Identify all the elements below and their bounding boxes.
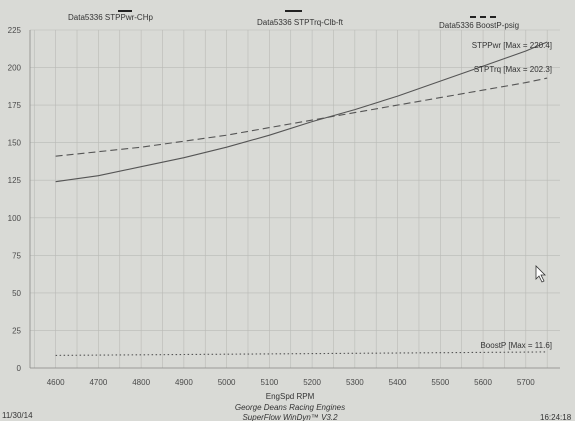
series-line-stptrq bbox=[55, 77, 548, 157]
chart-grid bbox=[29, 29, 560, 369]
x-tick-label: 5600 bbox=[474, 378, 492, 387]
chart-series bbox=[55, 41, 548, 356]
x-tick-label: 5200 bbox=[303, 378, 321, 387]
x-axis-title: EngSpd RPM bbox=[266, 392, 315, 401]
footer-time: 16:24:18 bbox=[540, 413, 572, 421]
y-tick-label: 150 bbox=[8, 139, 22, 148]
x-tick-label: 5500 bbox=[431, 378, 449, 387]
x-tick-label: 5400 bbox=[389, 378, 407, 387]
legend-item-power: Data5336 STPPwr-CHp bbox=[68, 13, 153, 22]
x-tick-label: 4900 bbox=[175, 378, 193, 387]
y-tick-label: 125 bbox=[8, 176, 22, 185]
tick-labels: 0 25 50 75 100 125 150 175 200 225 4600 4700 4800 490… bbox=[8, 26, 536, 387]
x-tick-label: 4600 bbox=[47, 378, 65, 387]
series-line-stppwr bbox=[55, 41, 548, 183]
y-tick-label: 75 bbox=[12, 251, 21, 260]
y-tick-label: 175 bbox=[8, 101, 22, 110]
series-line-boostp bbox=[55, 351, 548, 356]
y-tick-label: 25 bbox=[12, 326, 21, 335]
x-tick-label: 5000 bbox=[218, 378, 236, 387]
y-tick-label: 100 bbox=[8, 214, 22, 223]
x-tick-label: 4700 bbox=[89, 378, 107, 387]
x-tick-label: 5300 bbox=[346, 378, 364, 387]
y-tick-label: 0 bbox=[17, 364, 22, 373]
max-label-stptrq: STPTrq [Max = 202.3] bbox=[474, 65, 552, 74]
max-label-stppwr: STPPwr [Max = 220.4] bbox=[472, 41, 552, 50]
legend-item-torque: Data5336 STPTrq-Clb-ft bbox=[257, 18, 344, 27]
legend: Data5336 STPPwr-CHp Data5336 STPTrq-Clb-… bbox=[68, 10, 519, 30]
mouse-cursor-icon bbox=[535, 265, 546, 283]
legend-item-boost: Data5336 BoostP-psig bbox=[439, 21, 519, 30]
y-tick-label: 225 bbox=[8, 26, 22, 35]
y-tick-label: 50 bbox=[12, 289, 21, 298]
x-tick-label: 5700 bbox=[517, 378, 535, 387]
y-tick-label: 200 bbox=[8, 64, 22, 73]
x-tick-label: 4800 bbox=[132, 378, 150, 387]
footer-company: George Deans Racing Engines bbox=[235, 403, 345, 412]
max-label-boostp: BoostP [Max = 11.6] bbox=[480, 341, 552, 350]
footer-date: 11/30/14 bbox=[2, 411, 33, 420]
footer-software: SuperFlow WinDyn™ V3.2 bbox=[242, 413, 338, 421]
x-tick-label: 5100 bbox=[260, 378, 278, 387]
series-max-labels: STPPwr [Max = 220.4] STPTrq [Max = 202.3]… bbox=[472, 41, 552, 350]
